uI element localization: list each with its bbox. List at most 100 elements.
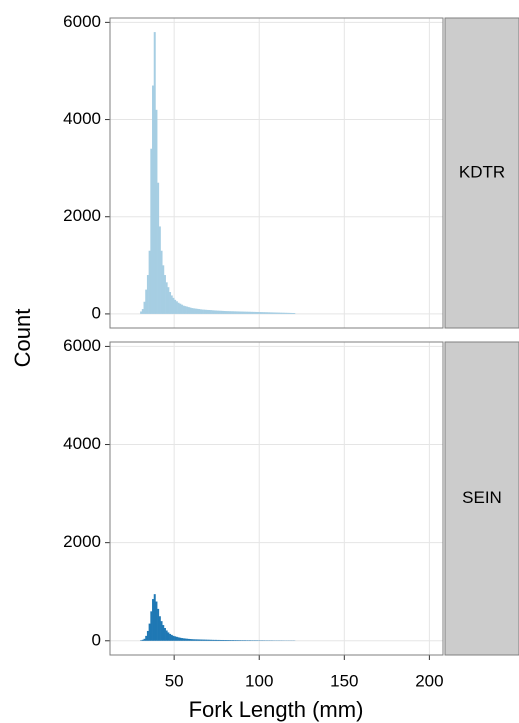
histogram-bar [163, 628, 166, 641]
histogram-bar [145, 635, 148, 641]
histogram-bar [148, 623, 151, 641]
histogram-bar [277, 312, 280, 314]
histogram-bar [223, 640, 226, 641]
histogram-bar [230, 311, 233, 314]
histogram-bar [276, 312, 279, 314]
histogram-bar [242, 311, 245, 314]
histogram-bar [167, 632, 170, 641]
histogram-bar [192, 308, 195, 314]
y-tick-label: 6000 [63, 336, 101, 355]
histogram-bar [267, 312, 270, 314]
histogram-bar [179, 637, 182, 641]
histogram-bar [204, 309, 207, 314]
histogram-bar [146, 630, 149, 641]
histogram-bar [177, 302, 180, 314]
histogram-bar [152, 599, 155, 641]
histogram-bar [230, 640, 233, 641]
histogram-bar [191, 639, 194, 641]
histogram-bar [204, 639, 207, 641]
histogram-bar [172, 635, 175, 641]
histogram-bar [203, 309, 206, 314]
histogram-bar [160, 250, 163, 314]
histogram-bar [274, 312, 277, 314]
x-tick-label: 150 [330, 671, 358, 690]
histogram-bar [169, 633, 172, 641]
histogram-bar [243, 311, 246, 314]
histogram-bar [221, 310, 224, 314]
histogram-bar [208, 639, 211, 641]
histogram-bar [226, 640, 229, 641]
histogram-bar [249, 311, 252, 314]
histogram-bar [208, 310, 211, 314]
histogram-bar [191, 308, 194, 314]
histogram-bar [180, 638, 183, 641]
histogram-bar [150, 148, 153, 314]
histogram-bar [197, 309, 200, 314]
histogram-bar [174, 636, 177, 641]
histogram-bar [221, 639, 224, 641]
histogram-bar [170, 295, 173, 314]
histogram-bar [196, 308, 199, 314]
histogram-bar [233, 640, 236, 641]
strip-background [444, 341, 519, 656]
histogram-bar [184, 638, 187, 641]
strip-label: KDTR [459, 162, 505, 181]
histogram-bar [264, 312, 267, 314]
panel-background [110, 342, 443, 655]
histogram-bar [177, 637, 180, 641]
histogram-bar [189, 639, 192, 641]
histogram-bar [218, 310, 221, 314]
histogram-bar [148, 250, 151, 314]
y-tick-label: 2000 [63, 206, 101, 225]
histogram-bar [169, 292, 172, 314]
histogram-bar [157, 182, 160, 314]
histogram-bar [146, 275, 149, 314]
histogram-bar [286, 312, 289, 314]
histogram-bar [167, 287, 170, 314]
histogram-bar [250, 311, 253, 314]
histogram-bar [155, 109, 158, 314]
histogram-bar [140, 311, 143, 314]
histogram-bar [254, 311, 257, 314]
histogram-bar [187, 638, 190, 641]
histogram-bar [152, 85, 155, 314]
histogram-bar [284, 312, 287, 314]
x-axis-label: Fork Length (mm) [189, 697, 364, 722]
histogram-bar [143, 301, 146, 314]
histogram-bar [262, 312, 265, 314]
histogram-bar [293, 313, 296, 314]
histogram-bar [141, 309, 144, 314]
histogram-bar [174, 299, 177, 314]
histogram-bar [257, 312, 260, 314]
x-tick-label: 100 [245, 671, 273, 690]
histogram-bar [165, 630, 168, 641]
histogram-bar [211, 310, 214, 314]
histogram-bar [283, 312, 286, 314]
histogram-bar [160, 621, 163, 641]
histogram-bar [143, 638, 146, 641]
histogram-bar [226, 311, 229, 314]
panel-border [109, 17, 444, 329]
x-tick-label: 50 [165, 671, 184, 690]
histogram-bar [232, 640, 235, 641]
y-tick-label: 0 [92, 303, 101, 322]
histogram-bar [194, 308, 197, 314]
histogram-bar [218, 639, 221, 641]
histogram-bar [216, 310, 219, 314]
histogram-bar [170, 634, 173, 641]
histogram-bar [211, 639, 214, 641]
histogram-bar [223, 310, 226, 314]
histogram-bar [238, 640, 241, 641]
histogram-bar [186, 306, 189, 314]
histogram-bar [240, 311, 243, 314]
histogram-bar [209, 310, 212, 314]
histogram-bar [141, 639, 144, 641]
histogram-bar [289, 312, 292, 314]
histogram-bar [182, 305, 185, 314]
histogram-bar [194, 639, 197, 641]
y-tick-label: 2000 [63, 532, 101, 551]
panel-border [109, 341, 444, 656]
histogram-bar [182, 638, 185, 641]
strip-background [444, 17, 519, 329]
histogram-bar [186, 638, 189, 641]
